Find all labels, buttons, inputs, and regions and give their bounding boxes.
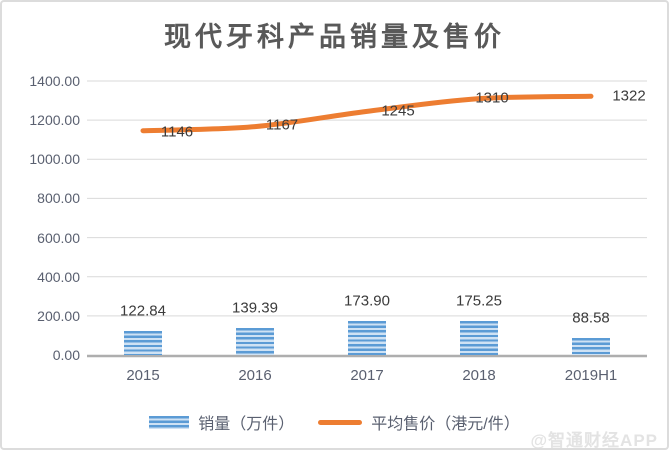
- line-series-swatch-icon: [318, 419, 363, 425]
- line-value-label: 1146: [160, 123, 194, 141]
- x-axis-label: 2019H1: [564, 367, 618, 384]
- y-axis-label: 0.00: [52, 347, 80, 363]
- y-axis-label: 1400.00: [29, 73, 80, 89]
- watermark: @智通财经APP: [530, 431, 658, 450]
- x-axis-label: 2018: [462, 367, 496, 384]
- y-axis-label: 200.00: [37, 307, 80, 324]
- bar-value-label: 88.58: [572, 309, 610, 327]
- legend: 销量（万件） 平均售价（港元/件）: [2, 411, 667, 433]
- bar-value-label: 122.84: [120, 302, 166, 320]
- line-value-label: 1167: [265, 116, 299, 134]
- bar: [460, 320, 498, 355]
- bar: [572, 337, 610, 355]
- y-axis-label: 600.00: [37, 229, 80, 246]
- line-value-label: 1245: [381, 102, 415, 120]
- y-axis-label: 1000.00: [29, 151, 80, 168]
- y-axis-label: 1200.00: [29, 112, 80, 129]
- x-axis-label: 2016: [238, 367, 272, 384]
- line-value-label: 1310: [475, 89, 509, 107]
- bar: [236, 327, 274, 355]
- bar-value-label: 139.39: [232, 299, 278, 317]
- y-axis-label: 800.00: [37, 190, 80, 207]
- bar-value-label: 173.90: [344, 292, 390, 310]
- legend-label-price: 平均售价（港元/件）: [371, 416, 520, 433]
- legend-label-sales: 销量（万件）: [198, 416, 295, 433]
- bar-series-swatch-icon: [149, 415, 190, 429]
- bar-value-label: 175.25: [456, 292, 502, 310]
- legend-item-sales: 销量（万件）: [149, 410, 294, 434]
- bar: [124, 330, 162, 355]
- line-value-label: 1322: [612, 87, 646, 105]
- y-axis-label: 400.00: [37, 268, 80, 285]
- chart-title: 现代牙科产品销量及售价: [164, 22, 505, 52]
- x-axis-label: 2017: [350, 367, 384, 384]
- x-axis-label: 2015: [126, 367, 160, 384]
- bar: [348, 320, 386, 355]
- legend-item-price: 平均售价（港元/件）: [318, 410, 520, 434]
- price-line: [140, 93, 594, 134]
